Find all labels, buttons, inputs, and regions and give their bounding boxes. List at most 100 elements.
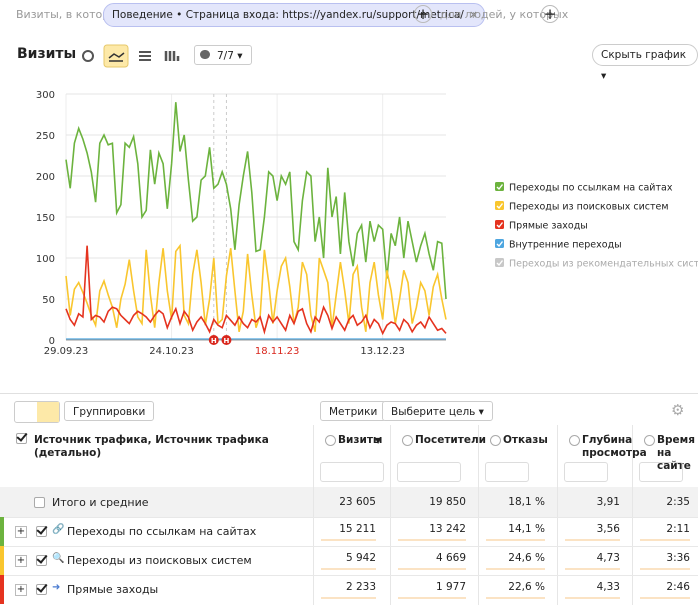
legend-item[interactable]: Переходы по ссылкам на сайтах (495, 182, 673, 194)
groupings-button[interactable]: Группировки (64, 401, 154, 421)
y-tick-label: 50 (42, 295, 55, 306)
series-line (66, 102, 446, 299)
x-tick-label: 13.12.23 (360, 346, 405, 357)
chart: 05010015020025030029.09.2324.10.2318.11.… (0, 80, 698, 360)
y-tick-label: 250 (36, 131, 55, 142)
column-divider (390, 425, 391, 605)
hide-chart-button[interactable]: Скрыть график ▾ (592, 44, 698, 66)
x-tick-label: 29.09.23 (44, 346, 89, 357)
column-header[interactable]: Визиты (338, 434, 408, 447)
value-track (486, 568, 545, 570)
value-track (565, 568, 620, 570)
metrics-button[interactable]: Метрики (320, 401, 386, 421)
header-checkbox[interactable] (16, 433, 27, 444)
row-value: 1 977 (390, 581, 466, 593)
row-color-bar (0, 546, 4, 575)
row-value: 24,6 % (478, 552, 545, 564)
legend-label: Переходы из рекомендательных систем (509, 259, 698, 270)
legend-checkbox (495, 220, 504, 229)
column-header[interactable]: Посетители (415, 434, 485, 447)
value-track (398, 568, 466, 570)
column-divider (478, 425, 479, 605)
legend-item[interactable]: Переходы из поисковых систем (495, 201, 669, 213)
totals-checkbox[interactable] (34, 497, 45, 508)
help-icon (490, 435, 501, 446)
legend-label: Прямые заходы (509, 221, 588, 232)
value-track (398, 597, 466, 599)
pie-icon[interactable] (83, 51, 93, 61)
row-value: 4,73 (557, 552, 620, 564)
expand-button[interactable]: + (15, 555, 27, 567)
expand-button[interactable]: + (15, 526, 27, 538)
row-value: 4,33 (557, 581, 620, 593)
annotation-label: Н (211, 337, 217, 345)
value-track (398, 539, 466, 541)
y-tick-label: 300 (36, 90, 55, 101)
series-dropdown[interactable]: 7/7 ▾ (194, 45, 252, 65)
series-count: 7/7 (217, 50, 234, 62)
view-icons[interactable] (564, 462, 608, 482)
column-divider (557, 425, 558, 605)
view-icons[interactable] (485, 462, 529, 482)
value-track (565, 539, 620, 541)
totals-value: 3,91 (557, 496, 620, 508)
totals-value: 2:35 (632, 496, 690, 508)
sort-arrow[interactable]: ▼ (375, 436, 381, 445)
view-icons[interactable] (320, 462, 384, 482)
row-divider (0, 575, 698, 576)
row-value: 2 233 (313, 581, 376, 593)
area-icon[interactable] (139, 52, 151, 60)
row-value: 5 942 (313, 552, 376, 564)
row-value: 22,6 % (478, 581, 545, 593)
help-icon (569, 435, 580, 446)
totals-value: 18,1 % (478, 496, 545, 508)
legend-label: Переходы по ссылкам на сайтах (509, 183, 673, 194)
column-header[interactable]: Глубина просмотра (582, 434, 652, 460)
source-icon: ➜ (52, 582, 60, 593)
column-header[interactable]: Отказы (503, 434, 573, 447)
chip-text: Поведение • Страница входа: https://yand… (112, 9, 464, 21)
legend-checkbox (495, 182, 504, 191)
column-divider (313, 425, 314, 605)
row-divider (0, 546, 698, 547)
annotation-label: Н (224, 337, 230, 345)
row-color-bar (0, 517, 4, 546)
legend-item[interactable]: Прямые заходы (495, 220, 588, 232)
y-tick-label: 150 (36, 213, 55, 224)
add-filter[interactable]: + (414, 5, 432, 23)
row-checkbox[interactable] (36, 555, 47, 566)
add-filter[interactable]: + (541, 5, 559, 23)
source-icon: 🔍 (52, 553, 64, 564)
dimension-header: Источник трафика, Источник трафика (дета… (34, 434, 304, 460)
chart-type-icons (78, 44, 188, 68)
totals-label: Итого и средние (52, 496, 149, 509)
row-checkbox[interactable] (36, 584, 47, 595)
expand-button[interactable]: + (15, 584, 27, 596)
view-icons[interactable] (397, 462, 461, 482)
row-value: 13 242 (390, 523, 466, 535)
help-icon (402, 435, 413, 446)
value-track (640, 597, 690, 599)
goal-dropdown[interactable]: Выберите цель ▾ (382, 401, 493, 421)
y-tick-label: 200 (36, 172, 55, 183)
bar-icon[interactable] (166, 51, 178, 61)
value-track (640, 568, 690, 570)
row-value: 2:11 (632, 523, 690, 535)
row-value: 3:36 (632, 552, 690, 564)
row-checkbox[interactable] (36, 526, 47, 537)
row-value: 4 669 (390, 552, 466, 564)
value-track (565, 597, 620, 599)
value-track (321, 597, 376, 599)
row-divider (0, 517, 698, 518)
value-track (321, 539, 376, 541)
legend-label: Переходы из поисковых систем (509, 202, 669, 213)
row-label: Переходы из поисковых систем (67, 554, 252, 567)
chart-title: Визиты (17, 46, 76, 62)
legend-item[interactable]: Внутренние переходы (495, 239, 622, 251)
row-color-bar (0, 575, 4, 604)
view-toggle[interactable] (14, 401, 60, 423)
row-label: Прямые заходы (67, 583, 158, 596)
settings-icon[interactable]: ⚙ (671, 401, 684, 419)
legend-item[interactable]: Переходы из рекомендательных систем (495, 258, 698, 270)
view-icons[interactable] (639, 462, 683, 482)
